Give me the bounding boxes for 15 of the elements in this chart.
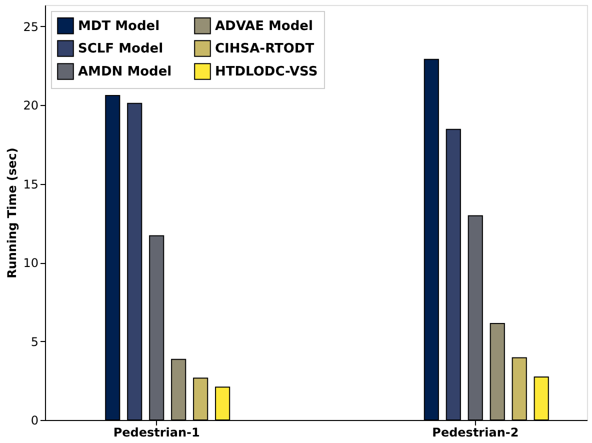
legend-label: CIHSA-RTODT (215, 42, 314, 56)
legend-label: SCLF Model (78, 42, 164, 56)
y-tick-label: 15 (23, 177, 38, 192)
y-tick-label: 0 (30, 414, 38, 428)
legend-label: AMDN Model (78, 64, 172, 80)
y-tick-label: 25 (23, 20, 38, 34)
y-tick-label: 20 (23, 98, 38, 113)
legend-label: HTDLODC-VSS (215, 64, 318, 80)
legend-label: MDT Model (78, 18, 160, 34)
y-tick-label: 10 (23, 256, 38, 270)
legend-label: ADVAE Model (215, 18, 313, 34)
y-tick-label: 5 (30, 334, 38, 349)
y-axis-title: Running Time (sec) (5, 148, 20, 278)
x-tick-label: Pedestrian-1 (113, 426, 200, 440)
x-tick-label: Pedestrian-2 (432, 426, 519, 440)
